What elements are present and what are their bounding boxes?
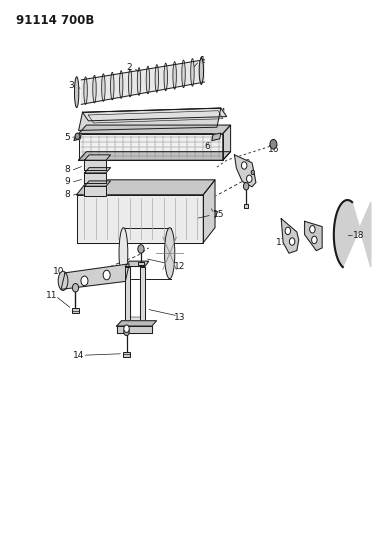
Text: 10: 10 <box>240 159 252 168</box>
Circle shape <box>270 140 277 149</box>
Ellipse shape <box>182 60 185 88</box>
Ellipse shape <box>75 78 78 106</box>
Polygon shape <box>223 125 231 160</box>
Polygon shape <box>130 317 140 330</box>
Text: 14: 14 <box>73 351 84 360</box>
Circle shape <box>81 276 88 286</box>
Text: 9: 9 <box>64 177 70 186</box>
Text: 16: 16 <box>268 145 279 154</box>
Text: 12: 12 <box>174 262 186 271</box>
Circle shape <box>247 175 252 182</box>
Circle shape <box>138 245 144 253</box>
Circle shape <box>289 238 295 245</box>
Text: 2: 2 <box>126 63 132 71</box>
Ellipse shape <box>120 71 123 99</box>
Polygon shape <box>77 195 203 243</box>
Polygon shape <box>74 133 81 141</box>
Circle shape <box>244 182 249 190</box>
Ellipse shape <box>155 64 158 92</box>
Ellipse shape <box>93 75 96 103</box>
Polygon shape <box>79 134 223 160</box>
Polygon shape <box>126 261 149 266</box>
Bar <box>138 262 143 265</box>
Polygon shape <box>117 326 152 334</box>
Polygon shape <box>84 173 106 182</box>
Text: 10: 10 <box>54 268 65 276</box>
Text: 6: 6 <box>204 142 210 151</box>
Ellipse shape <box>173 62 176 89</box>
Text: 91114 700B: 91114 700B <box>16 14 95 27</box>
Polygon shape <box>77 180 215 195</box>
Text: 3: 3 <box>68 81 74 90</box>
Polygon shape <box>140 266 145 330</box>
Text: 7: 7 <box>212 212 218 221</box>
Text: 8: 8 <box>64 190 70 199</box>
Text: 15: 15 <box>213 210 224 219</box>
Text: 13: 13 <box>174 312 186 321</box>
Polygon shape <box>84 155 111 160</box>
Polygon shape <box>212 133 221 141</box>
Polygon shape <box>83 108 227 121</box>
Ellipse shape <box>164 63 167 91</box>
Circle shape <box>124 325 129 333</box>
Text: 5: 5 <box>64 133 70 142</box>
Circle shape <box>285 227 291 235</box>
Circle shape <box>72 284 79 292</box>
Circle shape <box>124 328 129 336</box>
Polygon shape <box>79 125 231 134</box>
Ellipse shape <box>128 69 132 97</box>
Ellipse shape <box>191 59 194 86</box>
Ellipse shape <box>58 271 68 290</box>
Bar <box>72 308 79 313</box>
Text: 4: 4 <box>220 108 226 117</box>
Ellipse shape <box>199 59 204 83</box>
Polygon shape <box>126 266 130 330</box>
Text: 17: 17 <box>276 238 287 247</box>
Ellipse shape <box>137 68 141 95</box>
Ellipse shape <box>165 228 175 279</box>
Polygon shape <box>203 180 215 243</box>
Polygon shape <box>281 219 299 253</box>
Polygon shape <box>81 60 204 104</box>
Bar <box>124 352 130 357</box>
Ellipse shape <box>84 77 87 104</box>
Polygon shape <box>61 264 129 289</box>
Ellipse shape <box>102 74 105 101</box>
Circle shape <box>242 162 247 169</box>
Ellipse shape <box>119 228 128 279</box>
Ellipse shape <box>111 72 114 100</box>
Polygon shape <box>117 321 156 326</box>
Text: 1: 1 <box>201 56 206 65</box>
Circle shape <box>75 133 80 140</box>
Polygon shape <box>334 200 371 267</box>
Polygon shape <box>84 181 111 186</box>
Polygon shape <box>305 221 322 251</box>
Text: 18: 18 <box>353 231 365 240</box>
Text: 11: 11 <box>46 291 57 300</box>
Polygon shape <box>84 186 106 196</box>
Bar <box>244 204 249 208</box>
Circle shape <box>251 170 254 174</box>
Ellipse shape <box>200 57 203 85</box>
Circle shape <box>310 225 315 233</box>
Ellipse shape <box>146 66 150 94</box>
Ellipse shape <box>75 77 79 108</box>
Polygon shape <box>84 160 106 169</box>
Circle shape <box>312 236 317 244</box>
Polygon shape <box>84 167 111 173</box>
Polygon shape <box>79 152 231 160</box>
Polygon shape <box>79 108 221 131</box>
Text: 8: 8 <box>64 165 70 174</box>
Polygon shape <box>235 155 256 187</box>
Circle shape <box>103 270 110 280</box>
